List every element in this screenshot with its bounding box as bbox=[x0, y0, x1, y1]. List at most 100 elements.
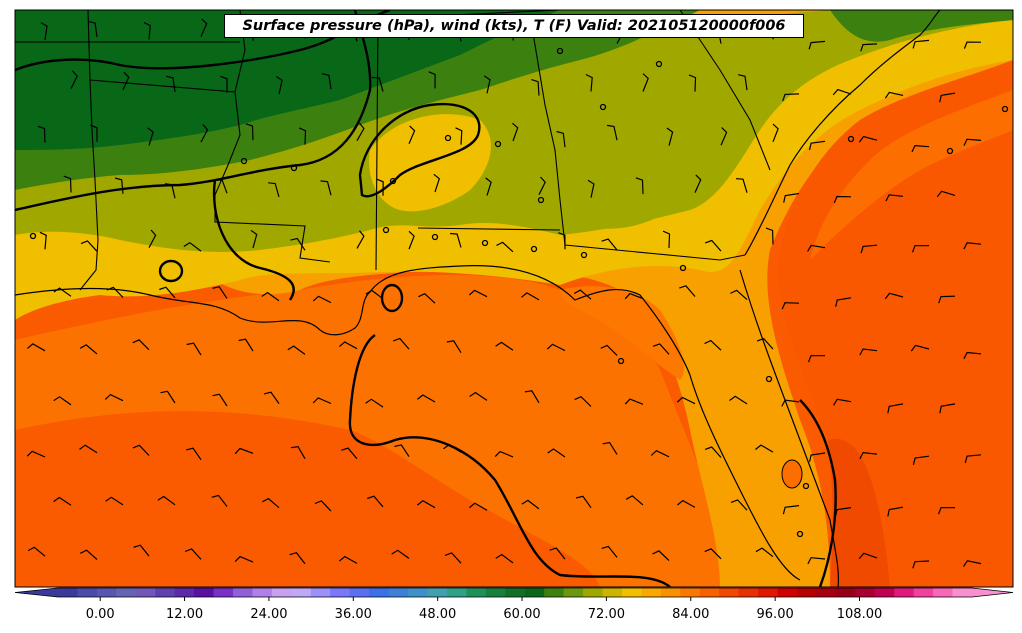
wind-barb bbox=[268, 182, 280, 198]
wind-barb bbox=[963, 41, 982, 49]
northeast-green bbox=[830, 10, 1013, 42]
wind-barb bbox=[807, 244, 826, 252]
wind-barb bbox=[601, 545, 618, 558]
wind-barb bbox=[587, 179, 595, 198]
wind-barb bbox=[392, 337, 410, 350]
wind-barb bbox=[679, 285, 696, 297]
wind-barb bbox=[937, 507, 956, 515]
wind-barb bbox=[211, 494, 228, 507]
wind-barb bbox=[365, 398, 384, 408]
georgia-olive-blob bbox=[551, 95, 701, 229]
colorbar-swatch bbox=[174, 588, 195, 597]
wind-barb bbox=[574, 395, 592, 407]
wind-barb bbox=[39, 231, 47, 250]
wind-barb bbox=[186, 342, 202, 356]
colorbar-swatch bbox=[835, 588, 856, 597]
colorbar-swatch bbox=[466, 588, 487, 597]
wind-barb bbox=[884, 91, 904, 99]
wind-barb bbox=[939, 403, 956, 414]
colorbar-swatch bbox=[349, 588, 370, 597]
colorbar-swatch bbox=[194, 588, 215, 597]
colorbar-swatch bbox=[641, 588, 662, 597]
wind-barb bbox=[494, 450, 514, 458]
colorbar-swatch bbox=[485, 588, 506, 597]
colorbar-swatch bbox=[271, 588, 292, 597]
wind-barb bbox=[833, 398, 852, 406]
colorbar-tick-label: 108.00 bbox=[836, 607, 883, 622]
wind-barb bbox=[704, 548, 722, 560]
wind-barb bbox=[496, 241, 514, 253]
wind-barb bbox=[765, 227, 774, 245]
wind-barb bbox=[911, 144, 930, 153]
colorbar-swatch bbox=[602, 588, 623, 597]
wind-barb bbox=[782, 93, 800, 102]
wind-barb bbox=[391, 549, 410, 559]
wind-barb bbox=[859, 451, 878, 460]
wind-barb bbox=[642, 73, 649, 92]
wind-barb bbox=[600, 344, 618, 356]
colorbar-tick-label: 12.00 bbox=[165, 607, 204, 622]
colorbar-outline bbox=[14, 587, 1014, 598]
colorbar-min-extend bbox=[15, 588, 58, 597]
wind-barb bbox=[833, 195, 852, 204]
wind-barb bbox=[962, 560, 982, 567]
wind-barb bbox=[677, 499, 696, 508]
wind-barb bbox=[186, 447, 202, 461]
colorbar-swatch bbox=[369, 588, 390, 597]
wind-barb bbox=[807, 557, 826, 565]
wind-barb bbox=[312, 295, 332, 304]
wind-barb bbox=[964, 454, 982, 464]
wind-barb bbox=[90, 124, 98, 142]
wind-barb bbox=[912, 455, 930, 465]
wind-barb bbox=[625, 495, 644, 506]
wind-barb bbox=[495, 553, 514, 564]
wind-barb bbox=[650, 449, 670, 458]
colorbar-swatch bbox=[213, 588, 234, 597]
wind-barb bbox=[263, 391, 280, 404]
wind-barb bbox=[549, 547, 566, 560]
wind-barb bbox=[781, 399, 800, 407]
wind-barb bbox=[730, 289, 748, 301]
wind-barb bbox=[860, 244, 878, 254]
wind-barb bbox=[132, 444, 150, 456]
wind-barb bbox=[53, 287, 72, 297]
colorbar-swatch bbox=[77, 588, 98, 597]
wind-barb bbox=[376, 178, 384, 196]
wind-barb bbox=[624, 292, 644, 300]
wind-barb bbox=[524, 390, 540, 404]
wind-barb bbox=[624, 398, 644, 405]
colorbar-swatch bbox=[155, 588, 176, 597]
wind-barb bbox=[275, 76, 283, 95]
wind-barb bbox=[215, 179, 228, 194]
colorbar-swatch bbox=[58, 588, 78, 597]
wind-barb bbox=[394, 444, 410, 457]
land-olive-region bbox=[15, 10, 1013, 252]
wind-barb bbox=[245, 123, 254, 141]
wind-barb bbox=[164, 183, 176, 199]
colorbar-swatch bbox=[408, 588, 428, 597]
wind-barb bbox=[808, 40, 826, 50]
wind-barb bbox=[469, 391, 488, 401]
colorbar-swatch bbox=[894, 588, 915, 597]
wind-barb bbox=[212, 393, 228, 407]
wind-barb bbox=[666, 127, 674, 146]
wind-barb bbox=[27, 546, 46, 557]
colorbar-tick-label: 24.00 bbox=[250, 607, 288, 622]
colorbar-tick-label: 48.00 bbox=[419, 607, 457, 622]
wind-barb bbox=[912, 39, 930, 49]
wind-barb bbox=[772, 123, 779, 143]
wind-barb bbox=[290, 237, 306, 251]
wind-barb bbox=[531, 79, 540, 96]
colorbar-swatch bbox=[680, 588, 701, 597]
colorbar-swatch bbox=[427, 588, 448, 597]
colorbar-swatch bbox=[816, 588, 837, 597]
colorbar-swatch bbox=[933, 588, 954, 597]
wind-barb bbox=[859, 348, 878, 356]
wind-barb bbox=[911, 245, 930, 253]
wind-barb bbox=[79, 444, 98, 454]
wind-barb bbox=[40, 22, 48, 40]
land-darkgreen-region bbox=[15, 10, 560, 150]
atlantic-mid bbox=[810, 90, 1013, 260]
colorbar-tick-label: 36.00 bbox=[334, 607, 372, 622]
wind-barb bbox=[446, 340, 462, 354]
